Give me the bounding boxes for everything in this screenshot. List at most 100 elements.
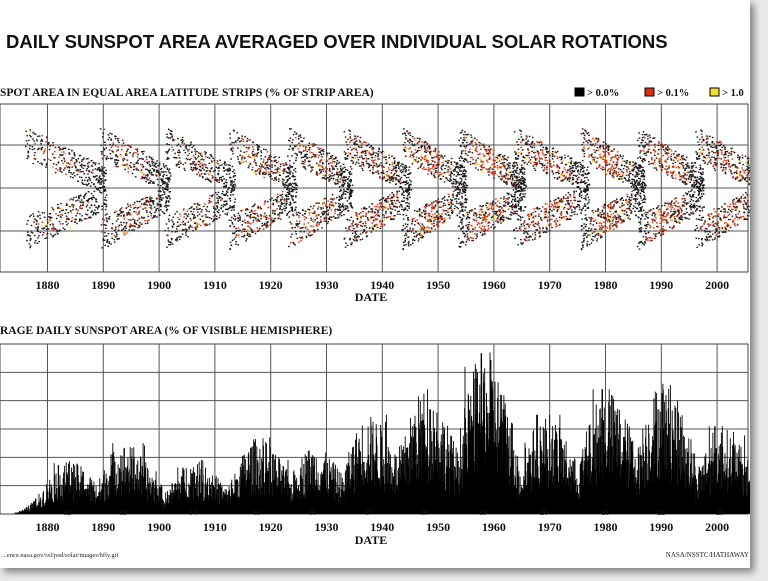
butterfly-cell (142, 204, 145, 206)
butterfly-cell (339, 178, 342, 180)
butterfly-cell (342, 167, 344, 169)
butterfly-cell (34, 218, 36, 220)
butterfly-cell (462, 210, 464, 212)
butterfly-cell (403, 197, 405, 199)
butterfly-cell (201, 158, 203, 160)
butterfly-cell (175, 157, 178, 159)
butterfly-cell (90, 211, 92, 213)
butterfly-cell (465, 136, 468, 139)
butterfly-cell (133, 203, 135, 206)
butterfly-cell (464, 209, 466, 211)
butterfly-cell (491, 210, 494, 213)
butterfly-cell (167, 218, 170, 220)
butterfly-cell (438, 151, 440, 153)
butterfly-cell (508, 167, 511, 169)
butterfly-cell (230, 244, 233, 247)
butterfly-cell (413, 239, 416, 242)
butterfly-cell (206, 206, 209, 208)
butterfly-cell (52, 209, 55, 211)
butterfly-cell (378, 165, 380, 167)
butterfly-cell (151, 197, 153, 199)
butterfly-cell (168, 144, 170, 146)
butterfly-cell (233, 142, 235, 144)
butterfly-cell (161, 179, 163, 181)
butterfly-cell (423, 146, 426, 148)
butterfly-cell (99, 191, 101, 193)
butterfly-cell (88, 182, 90, 185)
butterfly-cell (105, 199, 107, 202)
butterfly-cell (387, 167, 390, 169)
butterfly-cell (320, 156, 323, 158)
butterfly-cell (178, 230, 181, 232)
butterfly-cell (346, 157, 348, 160)
butterfly-cell (198, 174, 201, 176)
butterfly-cell (168, 179, 170, 181)
butterfly-cell (291, 189, 293, 191)
butterfly-cell (68, 171, 70, 173)
butterfly-cell (277, 205, 280, 207)
butterfly-cell (363, 225, 366, 227)
butterfly-cell (37, 161, 39, 163)
butterfly-cell (81, 207, 83, 209)
butterfly-cell (221, 164, 223, 166)
butterfly-cell (328, 180, 330, 182)
butterfly-cell (264, 201, 267, 203)
butterfly-cell (365, 215, 367, 217)
butterfly-cell (319, 169, 321, 172)
butterfly-cell (456, 187, 458, 190)
butterfly-cell (295, 157, 298, 159)
butterfly-cell (502, 211, 504, 213)
butterfly-cell (233, 169, 235, 171)
butterfly-cell (282, 182, 284, 185)
butterfly-cell (113, 238, 116, 241)
butterfly-cell (461, 166, 464, 169)
butterfly-cell (406, 188, 409, 191)
butterfly-cell (412, 242, 414, 244)
butterfly-cell (62, 223, 64, 225)
butterfly-cell (404, 165, 406, 167)
butterfly-cell (186, 215, 188, 217)
butterfly-cell (73, 153, 76, 155)
butterfly-cell (484, 148, 486, 151)
butterfly-cell (398, 190, 401, 192)
butterfly-cell (196, 227, 198, 229)
butterfly-cell (148, 163, 151, 166)
butterfly-cell (322, 148, 324, 151)
butterfly-cell (322, 207, 324, 209)
butterfly-cell (500, 176, 503, 178)
butterfly-cell (415, 151, 418, 153)
butterfly-cell (105, 206, 107, 208)
butterfly-cell (239, 216, 241, 219)
butterfly-cell (452, 185, 454, 188)
butterfly-cell (30, 214, 32, 216)
butterfly-cell (501, 216, 503, 218)
butterfly-cell (453, 207, 456, 210)
butterfly-cell (298, 222, 301, 225)
butterfly-cell (465, 201, 467, 203)
butterfly-cell (62, 162, 65, 164)
butterfly-cell (214, 177, 217, 179)
butterfly-cell (343, 189, 345, 191)
butterfly-cell (57, 214, 59, 217)
butterfly-cell (187, 221, 190, 223)
butterfly-cell (106, 213, 108, 215)
butterfly-cell (101, 247, 103, 249)
butterfly-cell (346, 182, 349, 184)
butterfly-cell (499, 197, 502, 199)
butterfly-cell (510, 205, 512, 208)
butterfly-cycle-5 (343, 129, 413, 248)
butterfly-cell (233, 225, 236, 228)
butterfly-cell (499, 166, 501, 169)
butterfly-cell (129, 151, 131, 154)
butterfly-cell (275, 172, 278, 174)
butterfly-cell (289, 242, 292, 244)
butterfly-cell (201, 156, 203, 159)
butterfly-cell (406, 199, 409, 201)
butterfly-cell (519, 194, 521, 196)
butterfly-cell (447, 214, 450, 216)
butterfly-cell (331, 201, 334, 204)
butterfly-cell (521, 183, 523, 185)
butterfly-cell (330, 177, 333, 179)
butterfly-cell (464, 198, 466, 201)
butterfly-cell (225, 200, 228, 202)
